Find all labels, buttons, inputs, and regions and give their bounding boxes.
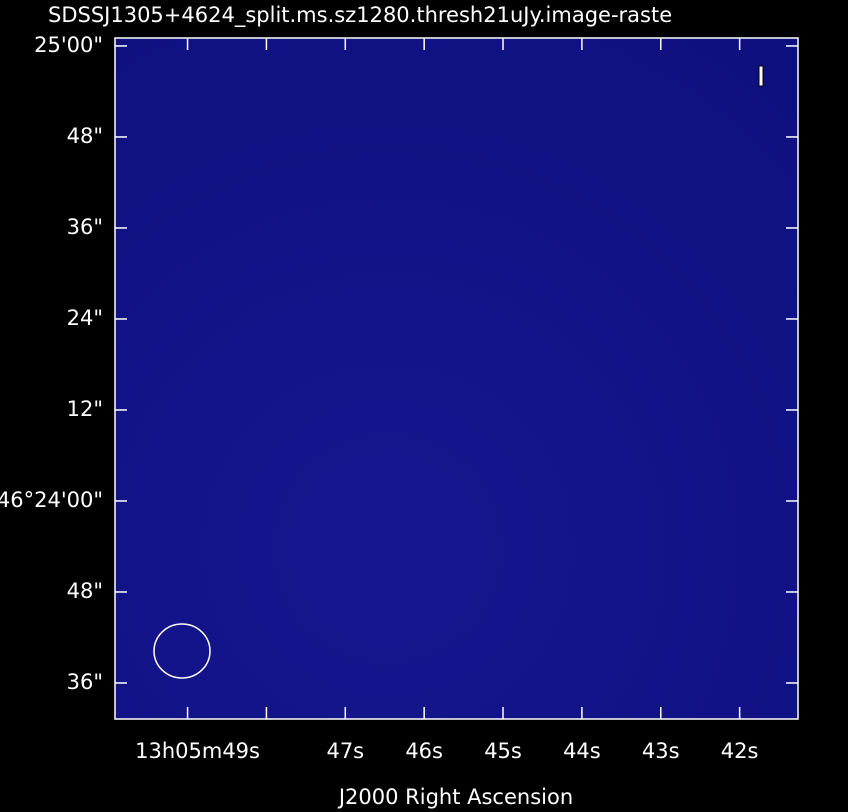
- y-tick-label: 24": [67, 306, 103, 330]
- y-tick-label: 12": [67, 397, 103, 421]
- x-tick-label: 46s: [405, 739, 443, 763]
- x-tick-label: 43s: [642, 739, 680, 763]
- beam-ellipse: [153, 623, 211, 679]
- x-axis-label: J2000 Right Ascension: [337, 785, 573, 809]
- x-tick-label: 45s: [484, 739, 522, 763]
- chart-title: SDSSJ1305+4624_split.ms.sz1280.thresh21u…: [48, 3, 672, 28]
- y-tick-label: 36": [67, 215, 103, 239]
- x-tick-label: 44s: [563, 739, 601, 763]
- marker: [758, 65, 764, 87]
- x-tick-label: 42s: [721, 739, 759, 763]
- frame: [114, 37, 799, 720]
- y-tick-label: 48": [67, 124, 103, 148]
- y-tick-label: +46°24'00": [0, 488, 103, 512]
- x-tick-label: 47s: [326, 739, 364, 763]
- y-tick-label: 25'00": [34, 33, 103, 57]
- y-tick-label: 36": [67, 670, 103, 694]
- y-tick-label: 48": [67, 579, 103, 603]
- x-tick-label: 13h05m49s: [135, 739, 260, 763]
- image-raster: [115, 38, 798, 719]
